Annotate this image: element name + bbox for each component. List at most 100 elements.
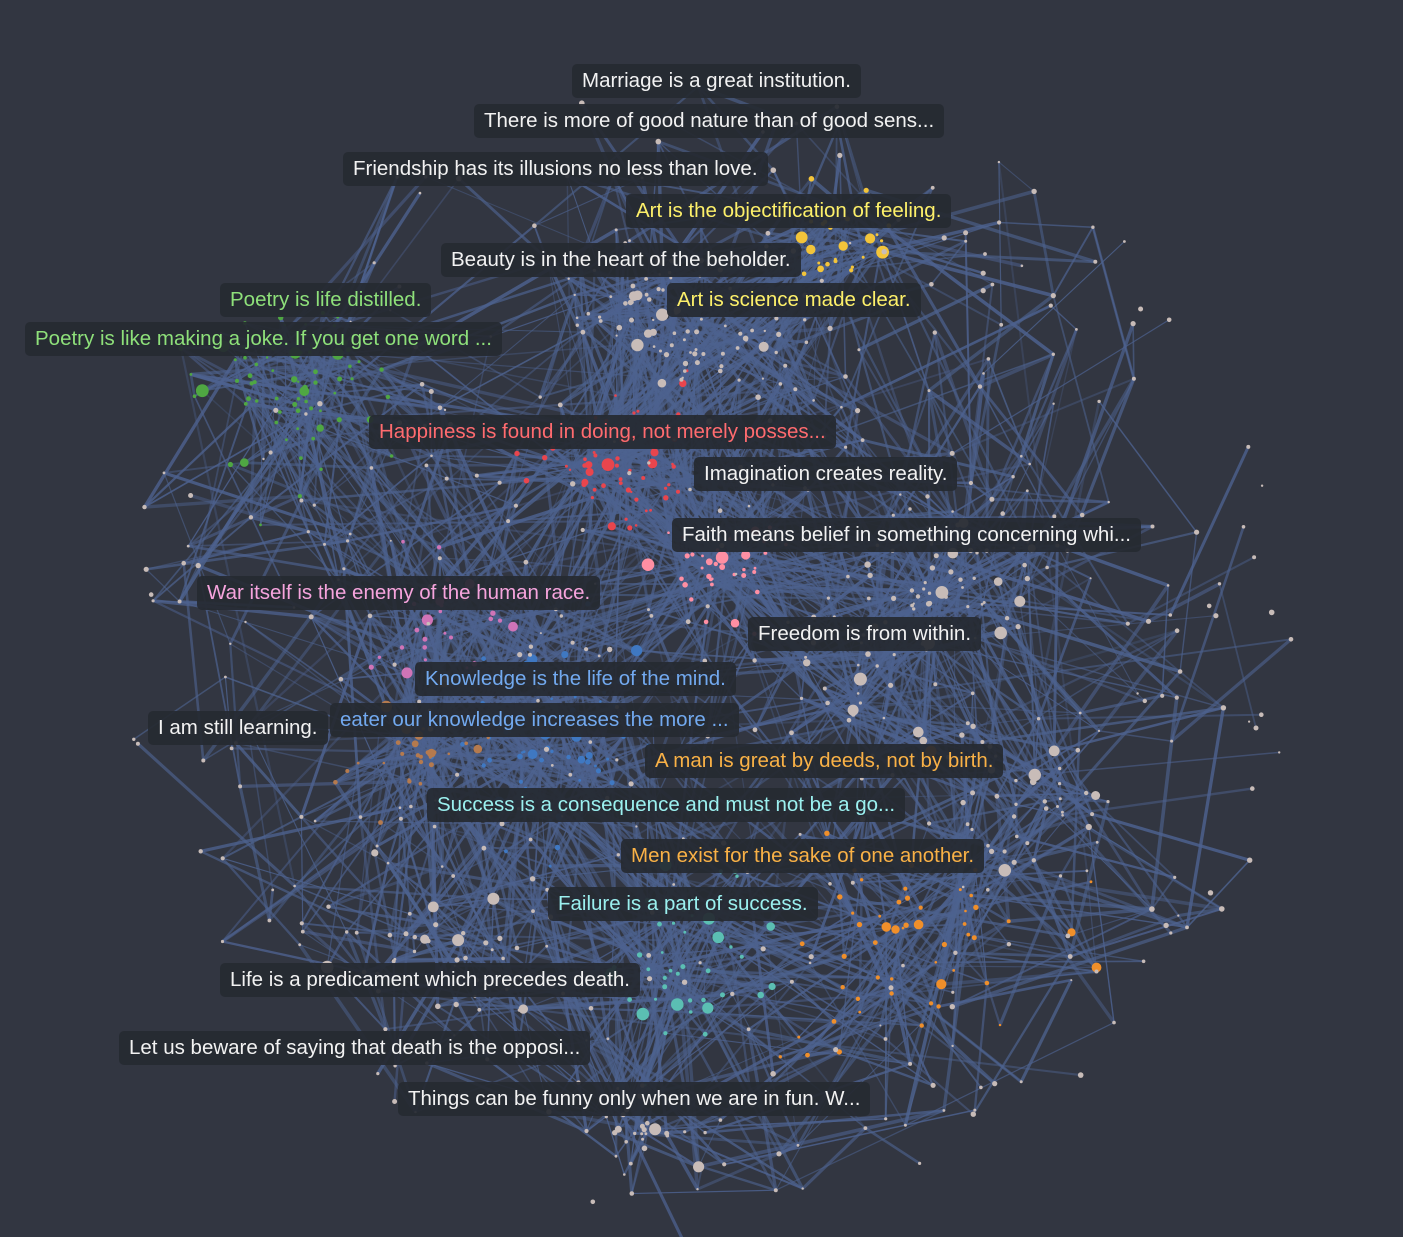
graph-node[interactable] bbox=[627, 997, 632, 1002]
graph-node[interactable] bbox=[135, 741, 140, 746]
graph-node[interactable] bbox=[912, 607, 916, 611]
node-label-knowledge[interactable]: Knowledge is the life of the mind. bbox=[415, 662, 736, 696]
graph-node[interactable] bbox=[980, 602, 984, 606]
graph-node[interactable] bbox=[828, 882, 832, 886]
graph-node[interactable] bbox=[401, 539, 405, 544]
graph-node[interactable] bbox=[983, 252, 987, 256]
graph-node[interactable] bbox=[892, 653, 896, 657]
graph-node[interactable] bbox=[514, 945, 520, 951]
graph-node[interactable] bbox=[672, 331, 677, 336]
graph-node[interactable] bbox=[942, 588, 947, 593]
graph-node[interactable] bbox=[1093, 259, 1098, 264]
graph-node[interactable] bbox=[757, 991, 764, 999]
graph-node[interactable] bbox=[368, 664, 374, 670]
graph-node[interactable] bbox=[913, 919, 924, 930]
graph-node[interactable] bbox=[865, 651, 871, 657]
graph-node[interactable] bbox=[942, 1109, 946, 1112]
graph-node[interactable] bbox=[497, 480, 502, 485]
graph-node[interactable] bbox=[518, 779, 523, 784]
graph-node[interactable] bbox=[735, 874, 739, 878]
graph-node[interactable] bbox=[595, 768, 602, 774]
graph-node[interactable] bbox=[317, 401, 323, 407]
graph-node[interactable] bbox=[999, 322, 1004, 327]
graph-node[interactable] bbox=[300, 929, 305, 934]
graph-node[interactable] bbox=[529, 876, 536, 882]
graph-node[interactable] bbox=[437, 556, 442, 561]
graph-node[interactable] bbox=[517, 652, 523, 658]
graph-node[interactable] bbox=[989, 496, 995, 502]
graph-node[interactable] bbox=[616, 853, 620, 857]
graph-node[interactable] bbox=[683, 369, 687, 373]
graph-node[interactable] bbox=[631, 338, 644, 352]
graph-node[interactable] bbox=[1166, 317, 1172, 323]
graph-node[interactable] bbox=[664, 1130, 670, 1136]
graph-node[interactable] bbox=[1169, 931, 1173, 935]
graph-node[interactable] bbox=[628, 781, 634, 787]
graph-node[interactable] bbox=[641, 1137, 645, 1141]
graph-node[interactable] bbox=[855, 996, 861, 1001]
graph-node[interactable] bbox=[720, 351, 725, 356]
graph-node[interactable] bbox=[1247, 857, 1253, 863]
graph-node[interactable] bbox=[808, 954, 814, 960]
graph-node[interactable] bbox=[313, 369, 318, 375]
graph-node[interactable] bbox=[929, 282, 934, 287]
graph-node[interactable] bbox=[951, 990, 955, 994]
graph-node[interactable] bbox=[872, 940, 878, 945]
graph-node[interactable] bbox=[1058, 782, 1062, 786]
graph-node[interactable] bbox=[891, 595, 897, 602]
graph-node[interactable] bbox=[958, 577, 963, 582]
graph-node[interactable] bbox=[703, 1130, 707, 1135]
graph-node[interactable] bbox=[866, 596, 871, 601]
graph-node[interactable] bbox=[1006, 942, 1012, 947]
graph-node[interactable] bbox=[699, 317, 703, 321]
graph-node[interactable] bbox=[669, 343, 674, 348]
graph-node[interactable] bbox=[422, 636, 428, 642]
graph-node[interactable] bbox=[1024, 575, 1031, 582]
graph-node[interactable] bbox=[615, 334, 618, 337]
graph-node[interactable] bbox=[649, 614, 654, 618]
graph-node[interactable] bbox=[274, 396, 279, 401]
graph-node[interactable] bbox=[369, 466, 374, 470]
graph-node[interactable] bbox=[705, 558, 713, 566]
graph-node[interactable] bbox=[817, 265, 824, 273]
graph-node[interactable] bbox=[618, 477, 623, 482]
graph-node[interactable] bbox=[710, 582, 714, 587]
node-label-beware-death[interactable]: Let us beware of saying that death is th… bbox=[119, 1031, 591, 1065]
graph-node[interactable] bbox=[826, 596, 831, 600]
graph-node[interactable] bbox=[952, 969, 956, 972]
graph-node[interactable] bbox=[411, 740, 419, 748]
graph-node[interactable] bbox=[774, 350, 778, 355]
graph-node[interactable] bbox=[142, 504, 147, 510]
graph-node[interactable] bbox=[195, 562, 201, 569]
graph-node[interactable] bbox=[844, 445, 848, 449]
node-label-imagination[interactable]: Imagination creates reality. bbox=[694, 457, 958, 491]
graph-node[interactable] bbox=[1145, 618, 1152, 624]
graph-node[interactable] bbox=[701, 997, 706, 1003]
graph-node[interactable] bbox=[857, 348, 861, 352]
graph-node[interactable] bbox=[804, 655, 808, 659]
graph-node[interactable] bbox=[941, 941, 948, 948]
graph-node[interactable] bbox=[856, 692, 860, 695]
graph-node[interactable] bbox=[1006, 919, 1011, 924]
graph-node[interactable] bbox=[1185, 925, 1189, 930]
graph-node[interactable] bbox=[1168, 613, 1173, 617]
graph-node[interactable] bbox=[407, 778, 411, 782]
graph-node[interactable] bbox=[971, 935, 977, 941]
graph-node[interactable] bbox=[856, 921, 863, 928]
graph-node[interactable] bbox=[729, 945, 733, 949]
graph-node[interactable] bbox=[1067, 954, 1073, 959]
node-label-war[interactable]: War itself is the enemy of the human rac… bbox=[197, 576, 601, 610]
graph-node[interactable] bbox=[980, 740, 985, 744]
graph-node[interactable] bbox=[299, 921, 304, 926]
graph-node[interactable] bbox=[986, 843, 990, 848]
graph-node[interactable] bbox=[927, 821, 932, 826]
graph-node[interactable] bbox=[652, 345, 656, 348]
graph-node[interactable] bbox=[632, 411, 636, 415]
graph-node[interactable] bbox=[1150, 524, 1155, 529]
graph-node[interactable] bbox=[888, 985, 894, 991]
graph-node[interactable] bbox=[192, 394, 197, 399]
graph-node[interactable] bbox=[918, 905, 923, 910]
graph-node[interactable] bbox=[986, 357, 991, 361]
graph-node[interactable] bbox=[583, 457, 587, 462]
graph-node[interactable] bbox=[1173, 875, 1177, 880]
